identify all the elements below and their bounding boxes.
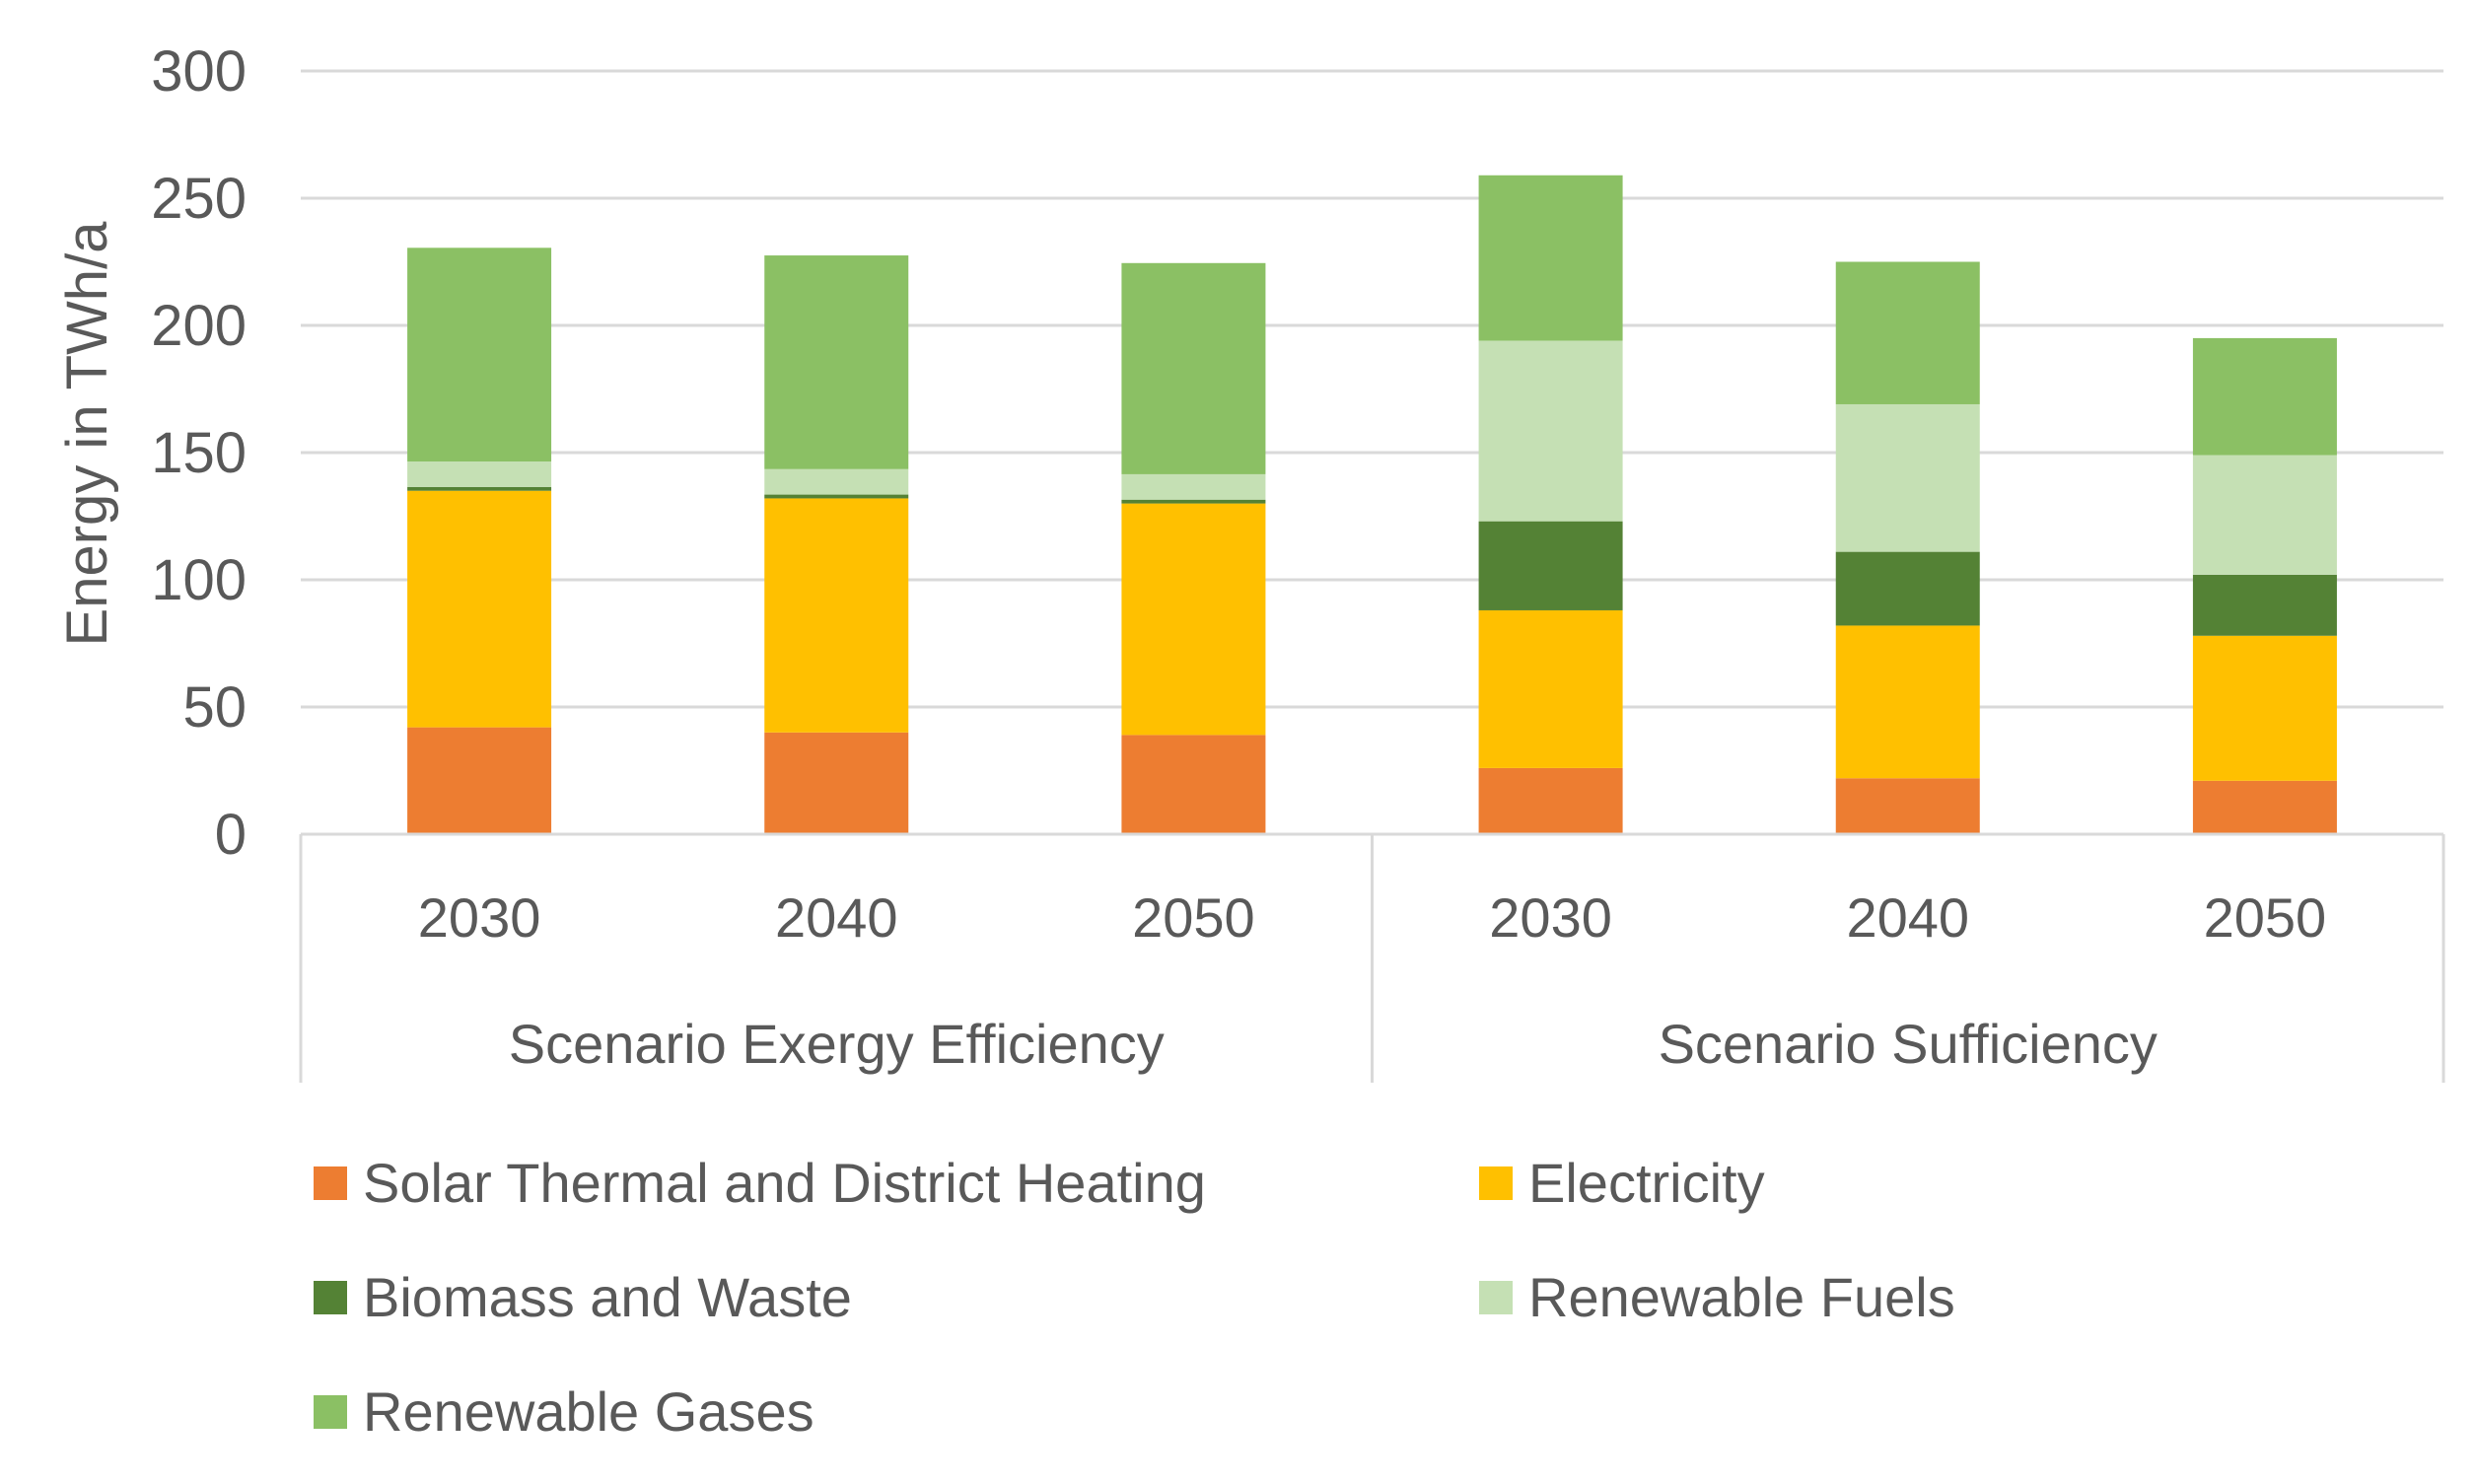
bar-segment-5-cat-3 bbox=[1121, 262, 1266, 474]
bar-segment-2-cat-5 bbox=[1835, 625, 1980, 779]
x-category-label: 2030 bbox=[418, 886, 541, 949]
gridlines bbox=[301, 69, 2443, 709]
bar-segment-1-cat-4 bbox=[1478, 767, 1623, 834]
bar-segment-5-cat-2 bbox=[764, 255, 909, 469]
bar-segment-4-cat-1 bbox=[407, 461, 552, 487]
bar-segment-1-cat-3 bbox=[1121, 735, 1266, 834]
bar-segment-1-cat-5 bbox=[1835, 778, 1980, 834]
x-group-label-2: Scenario Sufficiency bbox=[1659, 1013, 2158, 1075]
bar-segment-1-cat-1 bbox=[407, 727, 552, 834]
bar-segment-2-cat-1 bbox=[407, 490, 552, 728]
bar-segment-4-cat-6 bbox=[2192, 455, 2337, 575]
bars bbox=[407, 175, 2337, 834]
legend-label-1: Solar Thermal and District Heating bbox=[363, 1152, 1206, 1214]
y-tick-label: 0 bbox=[215, 803, 247, 867]
bar-segment-3-cat-6 bbox=[2192, 574, 2337, 636]
bar-segment-3-cat-3 bbox=[1121, 499, 1266, 504]
bar-segment-1-cat-6 bbox=[2192, 780, 2337, 834]
legend-label-5: Renewable Gases bbox=[363, 1380, 814, 1443]
y-tick-label: 50 bbox=[182, 675, 247, 740]
x-category-label: 2040 bbox=[1846, 886, 1969, 949]
legend-swatch-5 bbox=[314, 1395, 347, 1429]
y-tick-label: 250 bbox=[151, 167, 247, 231]
bar-segment-3-cat-2 bbox=[764, 494, 909, 499]
x-category-label: 2050 bbox=[1132, 886, 1255, 949]
bar-segment-3-cat-1 bbox=[407, 486, 552, 491]
legend-swatch-3 bbox=[314, 1281, 347, 1314]
x-category-label: 2040 bbox=[775, 886, 898, 949]
bar-segment-2-cat-6 bbox=[2192, 635, 2337, 781]
x-category-label: 2050 bbox=[2204, 886, 2327, 949]
bar-segment-5-cat-1 bbox=[407, 247, 552, 462]
bar-segment-2-cat-4 bbox=[1478, 609, 1623, 768]
bar-segment-4-cat-2 bbox=[764, 468, 909, 495]
axes: 0 50 100 150 200 250 300 2030 2040 2050 2030 2040 20… bbox=[151, 39, 2445, 1083]
y-tick-label: 300 bbox=[151, 39, 247, 104]
bar-segment-4-cat-3 bbox=[1121, 473, 1266, 500]
x-category-label: 2030 bbox=[1489, 886, 1612, 949]
legend-label-3: Biomass and Waste bbox=[363, 1266, 852, 1328]
y-axis-title: Energy in TWh/a bbox=[55, 221, 119, 647]
y-tick-label: 100 bbox=[151, 548, 247, 612]
legend-swatch-4 bbox=[1479, 1281, 1513, 1314]
legend-swatch-2 bbox=[1479, 1166, 1513, 1200]
bar-segment-3-cat-4 bbox=[1478, 521, 1623, 610]
bar-segment-3-cat-5 bbox=[1835, 551, 1980, 626]
bar-segment-5-cat-6 bbox=[2192, 337, 2337, 456]
bar-segment-2-cat-2 bbox=[764, 498, 909, 733]
bar-segment-4-cat-4 bbox=[1478, 340, 1623, 522]
legend-label-4: Renewable Fuels bbox=[1528, 1266, 1955, 1328]
y-tick-label: 200 bbox=[151, 294, 247, 358]
legend: Solar Thermal and District Heating Electr… bbox=[314, 1152, 1955, 1443]
x-group-label-1: Scenario Exergy Efficiency bbox=[509, 1013, 1165, 1075]
bar-segment-5-cat-4 bbox=[1478, 175, 1623, 341]
bar-segment-5-cat-5 bbox=[1835, 261, 1980, 404]
y-tick-label: 150 bbox=[151, 421, 247, 485]
legend-label-2: Electricity bbox=[1528, 1152, 1765, 1214]
bar-segment-2-cat-3 bbox=[1121, 503, 1266, 736]
legend-swatch-1 bbox=[314, 1166, 347, 1200]
bar-segment-4-cat-5 bbox=[1835, 403, 1980, 552]
bar-segment-1-cat-2 bbox=[764, 732, 909, 834]
